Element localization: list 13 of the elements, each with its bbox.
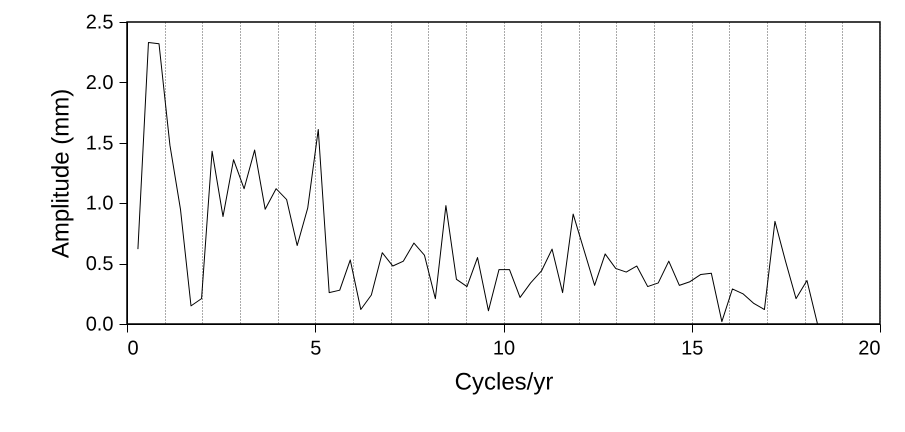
y-tick-label: 1.0 xyxy=(86,192,114,215)
x-tick-label: 0 xyxy=(128,338,139,360)
y-tick-label: 2.0 xyxy=(86,72,114,94)
x-tick-label: 5 xyxy=(310,338,322,360)
x-tick-label: 15 xyxy=(681,338,704,360)
x-axis-title: Cycles/yr xyxy=(454,368,554,396)
x-tick-label: 10 xyxy=(492,338,516,360)
y-tick-label: 0.0 xyxy=(86,314,114,336)
y-axis-title: Amplitude (mm) xyxy=(48,88,75,258)
y-tick-label: 1.5 xyxy=(86,132,114,154)
y-tick-label: 2.5 xyxy=(86,12,114,34)
y-tick-label: 0.5 xyxy=(86,253,114,276)
x-tick-label: 20 xyxy=(858,338,880,360)
